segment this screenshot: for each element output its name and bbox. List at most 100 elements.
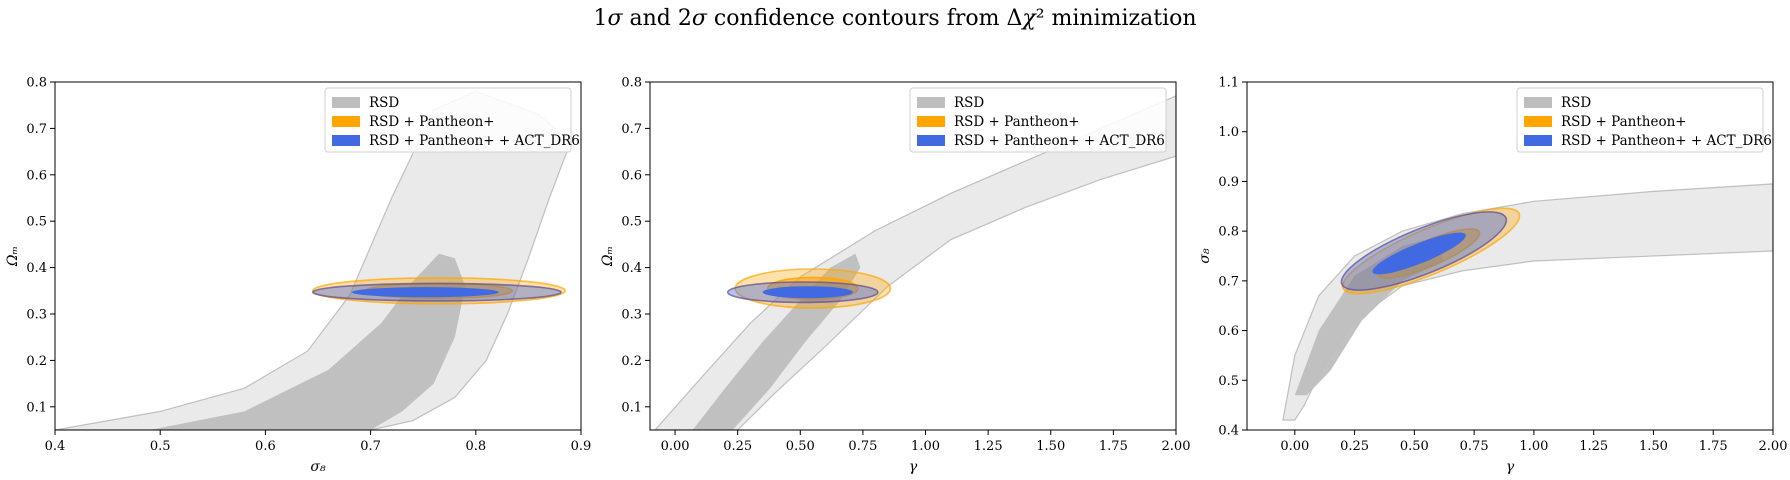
legend-box — [909, 87, 1167, 153]
y-axis-label: Ωₘ — [5, 246, 21, 267]
x-tick-label: 1.75 — [1699, 439, 1728, 454]
x-tick-label: 1.75 — [1099, 439, 1128, 454]
contour-1sigma-rsd — [149, 253, 466, 430]
y-tick-label: 1.0 — [1218, 125, 1239, 140]
x-tick-label: 2.00 — [1162, 439, 1191, 454]
ellipse-1sigma-rsd-pantheon-act-dr6 — [351, 287, 499, 298]
x-tick-label: 0.9 — [571, 439, 592, 454]
legend: RSD RSD + Pantheon+ RSD + Pantheon+ + ACT_… — [909, 87, 1167, 153]
y-axis-label: σ₈ — [1197, 248, 1213, 264]
x-axis-label: σ₈ — [310, 459, 326, 475]
legend-label: RSD + Pantheon+ — [369, 114, 495, 130]
legend-swatch — [332, 135, 360, 146]
x-axis-label: γ — [909, 459, 918, 475]
x-tick-label: 1.50 — [1639, 439, 1668, 454]
legend-swatch — [1524, 116, 1552, 127]
x-tick-label: 1.00 — [911, 439, 940, 454]
x-tick-label: 0.6 — [255, 439, 276, 454]
axes-frame — [649, 81, 1177, 431]
y-tick-label: 0.8 — [1218, 225, 1239, 240]
y-tick-label: 0.8 — [621, 76, 642, 91]
legend-label: RSD + Pantheon+ + ACT_DR6 — [369, 133, 580, 149]
x-tick-label: 0.75 — [848, 439, 877, 454]
title-part-2: σ — [607, 6, 623, 31]
legend-label: RSD — [954, 95, 984, 111]
panel-1: 0.4 0.5 0.6 0.7 0.8 0.9 0.1 0.2 0.3 0.4 0.5 0.6 0.7 0… — [5, 76, 591, 476]
legend-swatch — [332, 97, 360, 108]
y-tick-label: 0.7 — [621, 122, 642, 137]
legend-label: RSD — [369, 95, 399, 111]
title-part-4: σ — [691, 6, 707, 31]
x-tick-label: 0.25 — [723, 439, 752, 454]
plot-area — [1282, 183, 1773, 421]
legend-swatch — [1524, 135, 1552, 146]
contour-1sigma-rsd — [1294, 236, 1444, 396]
y-tick-label: 0.7 — [26, 122, 47, 137]
x-tick-label: 0.5 — [150, 439, 171, 454]
y-tick-label: 0.5 — [1218, 374, 1239, 389]
legend-box — [324, 87, 572, 153]
y-tick-label: 0.3 — [621, 308, 642, 323]
x-tick-label: 0.50 — [1400, 439, 1429, 454]
y-tick-label: 0.6 — [1218, 324, 1239, 339]
x-tick-label: 0.00 — [661, 439, 690, 454]
panel-2: 0.00 0.25 0.50 0.75 1.00 1.25 1.50 1.75 2.00 0.1 0… — [600, 76, 1190, 476]
x-tick-label: 0.75 — [1460, 439, 1489, 454]
legend-label: RSD + Pantheon+ — [954, 114, 1080, 130]
x-tick-label: 1.50 — [1036, 439, 1065, 454]
y-tick-label: 1.1 — [1218, 76, 1239, 91]
x-tick-label: 0.7 — [360, 439, 381, 454]
panel-3: 0.00 0.25 0.50 0.75 1.00 1.25 1.50 1.75 2.00 0.4 0… — [1197, 76, 1787, 476]
legend-label: RSD + Pantheon+ + ACT_DR6 — [954, 133, 1165, 149]
ellipse-1sigma-rsd-pantheon-act-dr6 — [762, 286, 853, 299]
plot-area — [654, 95, 1176, 430]
x-tick-label: 2.00 — [1759, 439, 1788, 454]
title-part-3: and 2 — [622, 6, 692, 31]
legend-label: RSD + Pantheon+ — [1561, 114, 1687, 130]
title-part-1: 1 — [593, 6, 608, 31]
legend: RSD RSD + Pantheon+ RSD + Pantheon+ + ACT_… — [324, 87, 580, 153]
title-part-6: χ — [1022, 6, 1036, 31]
y-tick-label: 0.8 — [26, 76, 47, 91]
legend-swatch — [917, 97, 945, 108]
x-axis-label: γ — [1506, 459, 1515, 475]
y-axis-label: Ωₘ — [600, 246, 616, 267]
title-part-5: confidence contours from Δ — [706, 6, 1023, 31]
legend-label: RSD + Pantheon+ + ACT_DR6 — [1561, 133, 1772, 149]
ellipse-1sigma-rsd-pantheon-act-dr6 — [1372, 232, 1466, 275]
legend-swatch — [1524, 97, 1552, 108]
legend-box — [1516, 87, 1764, 153]
x-tick-label: 0.4 — [45, 439, 66, 454]
y-tick-label: 0.1 — [26, 400, 47, 415]
y-tick-label: 0.5 — [26, 215, 47, 230]
axes-frame — [1246, 81, 1774, 431]
axes-frame — [54, 81, 582, 431]
y-tick-label: 0.4 — [26, 261, 47, 276]
plot-area — [55, 90, 572, 430]
title-part-7: ² minimization — [1035, 6, 1197, 31]
y-tick-label: 0.2 — [26, 354, 47, 369]
legend-swatch — [917, 116, 945, 127]
y-tick-label: 0.4 — [1218, 424, 1239, 439]
y-tick-label: 0.9 — [1218, 175, 1239, 190]
legend-label: RSD — [1561, 95, 1591, 111]
x-tick-label: 0.8 — [465, 439, 486, 454]
x-tick-label: 0.25 — [1340, 439, 1369, 454]
x-tick-label: 1.00 — [1519, 439, 1548, 454]
legend-swatch — [917, 135, 945, 146]
x-tick-label: 0.50 — [786, 439, 815, 454]
legend: RSD RSD + Pantheon+ RSD + Pantheon+ + ACT_… — [1516, 87, 1772, 153]
y-tick-label: 0.4 — [621, 261, 642, 276]
y-tick-label: 0.2 — [621, 354, 642, 369]
y-tick-label: 0.6 — [621, 168, 642, 183]
y-tick-label: 0.7 — [1218, 274, 1239, 289]
legend-swatch — [332, 116, 360, 127]
y-tick-label: 0.3 — [26, 308, 47, 323]
x-tick-label: 1.25 — [974, 439, 1003, 454]
y-tick-label: 0.6 — [26, 168, 47, 183]
x-tick-label: 1.25 — [1579, 439, 1608, 454]
figure-title: 1σ and 2σ confidence contours from Δχ² m… — [0, 6, 1790, 31]
y-tick-label: 0.5 — [621, 215, 642, 230]
x-tick-label: 0.00 — [1280, 439, 1309, 454]
